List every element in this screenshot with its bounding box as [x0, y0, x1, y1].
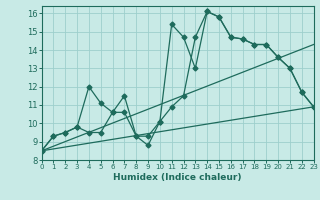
X-axis label: Humidex (Indice chaleur): Humidex (Indice chaleur) [113, 173, 242, 182]
